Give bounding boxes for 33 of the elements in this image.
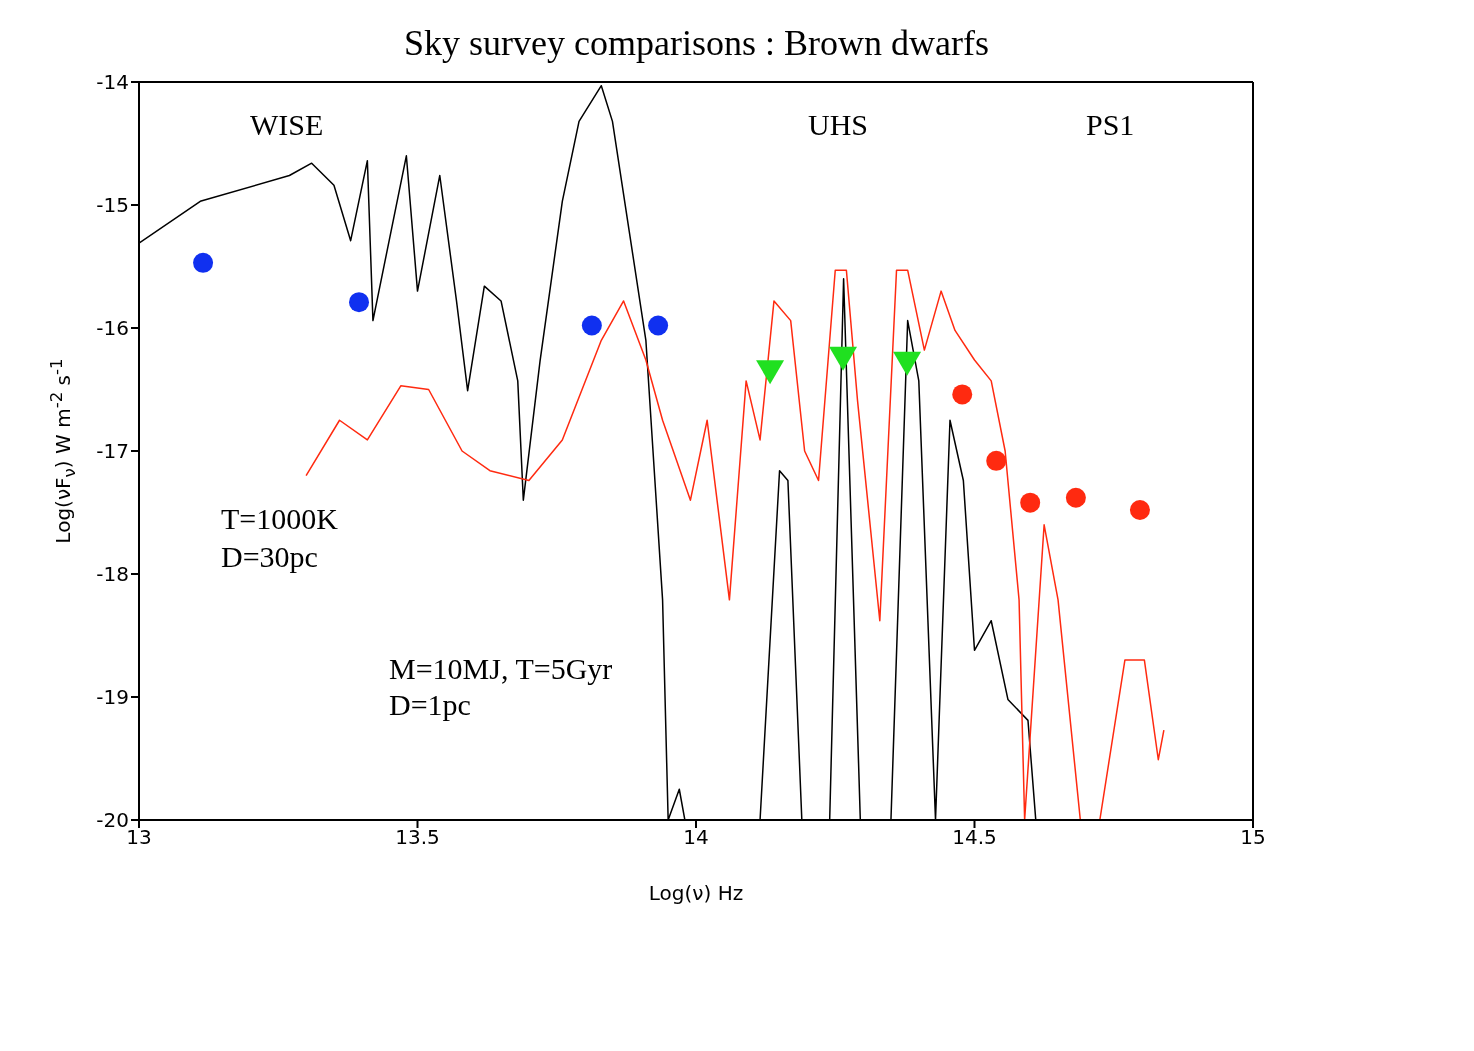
point	[648, 315, 669, 336]
y-tick-label: -19	[96, 685, 129, 710]
annotation: D=30pc	[221, 540, 318, 574]
annotation: M=10MJ, T=5Gyr	[389, 652, 613, 686]
y-tick-label: -16	[96, 316, 129, 341]
point	[756, 360, 785, 385]
point	[829, 346, 858, 371]
annotation: UHS	[808, 108, 869, 142]
y-tick-label: -20	[96, 808, 129, 833]
point	[193, 252, 214, 273]
point	[1129, 500, 1150, 521]
annotation: D=1pc	[389, 688, 471, 722]
x-tick-label: 13	[126, 825, 152, 850]
x-tick-label: 13.5	[395, 825, 440, 850]
point	[893, 351, 922, 376]
y-tick-label: -18	[96, 562, 129, 587]
x-tick-label: 14.5	[952, 825, 997, 850]
x-axis-title: Log(ν) Hz	[648, 881, 744, 905]
y-tick-label: -14	[96, 70, 129, 95]
x-tick-label: 14	[683, 825, 709, 850]
point	[349, 292, 370, 313]
chart-title: Sky survey comparisons : Brown dwarfs	[403, 22, 990, 64]
point	[1065, 487, 1086, 508]
y-tick-label: -15	[96, 193, 129, 218]
x-tick-label: 15	[1240, 825, 1266, 850]
point	[952, 384, 973, 405]
point	[581, 315, 602, 336]
y-tick-label: -17	[96, 439, 129, 464]
point	[986, 450, 1007, 471]
point	[1020, 492, 1041, 513]
annotation: PS1	[1086, 108, 1135, 142]
annotation: WISE	[250, 108, 324, 142]
annotation: T=1000K	[221, 502, 338, 536]
